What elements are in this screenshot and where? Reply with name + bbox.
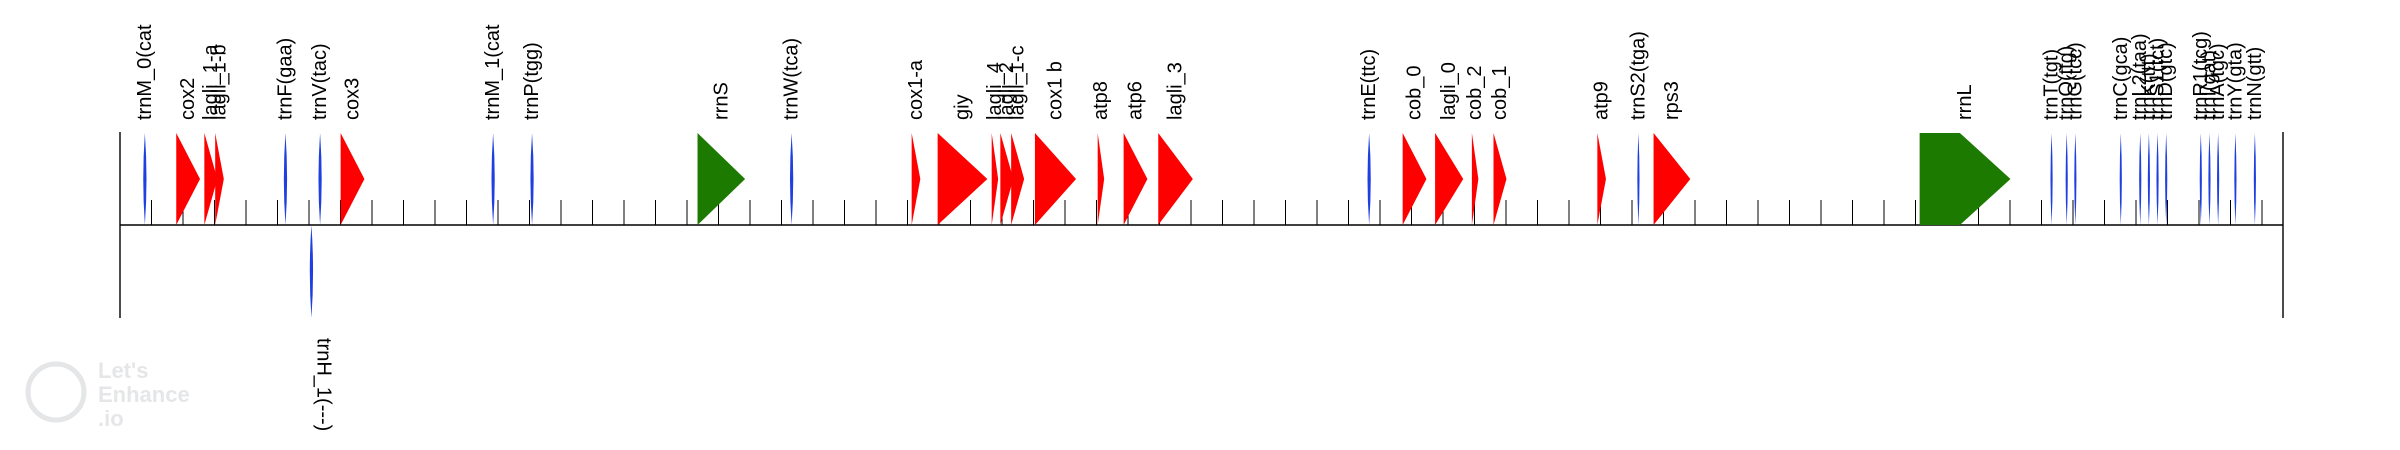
feature-cds-1 bbox=[176, 133, 201, 225]
feature-label-26: atp9 bbox=[1591, 81, 1613, 120]
feature-label-40: trnA(tgc) bbox=[2207, 43, 2229, 120]
feature-label-10: rrnS bbox=[710, 82, 732, 120]
feature-label-37: trnD(gtc) bbox=[2155, 42, 2177, 120]
feature-rrna-10 bbox=[697, 133, 746, 225]
feature-label-12: cox1-a bbox=[905, 59, 927, 120]
feature-label-39: trnI(gat) bbox=[2198, 50, 2220, 120]
feature-cds-18 bbox=[1097, 133, 1105, 225]
feature-label-7: cox3 bbox=[342, 78, 364, 120]
feature-cds-16 bbox=[1011, 133, 1025, 225]
feature-cds-20 bbox=[1158, 133, 1193, 225]
feature-label-36: trnS1(tct) bbox=[2147, 38, 2169, 120]
feature-trna-39 bbox=[2208, 133, 2211, 225]
feature-trna-30 bbox=[2050, 133, 2053, 225]
feature-label-11: trnW(tca) bbox=[781, 38, 803, 120]
feature-trna-35 bbox=[2147, 133, 2150, 225]
feature-cds-7 bbox=[340, 133, 365, 225]
feature-rrna-29 bbox=[1919, 133, 2011, 225]
feature-trna-33 bbox=[2119, 133, 2122, 225]
feature-label-42: trnN(gtt) bbox=[2244, 47, 2266, 120]
feature-label-18: atp8 bbox=[1090, 81, 1112, 120]
feature-label-35: trnK(ttt) bbox=[2138, 53, 2160, 120]
feature-label-21: trnE(ttc) bbox=[1358, 49, 1380, 120]
feature-trna-11 bbox=[789, 133, 794, 225]
watermark-line2: Enhance bbox=[98, 382, 190, 407]
feature-label-20: lagli_3 bbox=[1165, 62, 1187, 120]
feature-cds-12 bbox=[911, 133, 921, 225]
feature-label-31: trnQ(ttg) bbox=[2056, 46, 2078, 120]
feature-label-13: giy bbox=[951, 94, 973, 120]
feature-trna-8 bbox=[491, 133, 495, 225]
feature-cds-25 bbox=[1493, 133, 1507, 225]
feature-label-38: trnR1(tcg) bbox=[2190, 31, 2212, 120]
feature-label-2: lagli_1-a bbox=[200, 44, 222, 120]
feature-label-17: cox1 b bbox=[1044, 61, 1066, 120]
feature-label-1: cox2 bbox=[177, 78, 199, 120]
feature-label-30: trnT(tgt) bbox=[2041, 49, 2063, 120]
feature-label-29: rrnL bbox=[1954, 84, 1976, 120]
feature-label-6: trnV(tac) bbox=[309, 43, 331, 120]
feature-cds-22 bbox=[1402, 133, 1427, 225]
feature-label-16: lagli_1-c bbox=[1007, 46, 1029, 120]
watermark-line1: Let's bbox=[98, 358, 148, 383]
feature-trna-36 bbox=[2156, 133, 2159, 225]
feature-cds-14 bbox=[991, 133, 999, 225]
feature-cds-17 bbox=[1034, 133, 1077, 225]
feature-label-22: cob_0 bbox=[1404, 66, 1426, 121]
feature-label-5: trnH_1(---) bbox=[312, 338, 334, 431]
feature-trna-32 bbox=[2074, 133, 2077, 225]
feature-cds-3 bbox=[215, 133, 224, 225]
feature-trna-34 bbox=[2139, 133, 2142, 225]
feature-cds-24 bbox=[1471, 133, 1479, 225]
feature-label-4: trnF(gaa) bbox=[274, 38, 296, 120]
feature-label-25: cob_1 bbox=[1489, 66, 1511, 121]
feature-cds-23 bbox=[1435, 133, 1464, 225]
feature-track bbox=[143, 133, 2256, 318]
feature-label-9: trnP(tgg) bbox=[521, 42, 543, 120]
feature-cds-13 bbox=[937, 133, 988, 225]
feature-label-8: trnM_1(cat bbox=[482, 24, 504, 120]
feature-label-3: lagli_1-b bbox=[208, 44, 230, 120]
feature-label-15: lagli_2 bbox=[996, 62, 1018, 120]
feature-trna-9 bbox=[530, 133, 534, 225]
feature-trna-0 bbox=[143, 133, 147, 225]
feature-label-19: atp6 bbox=[1125, 81, 1147, 120]
feature-label-0: trnM_0(cat bbox=[134, 24, 156, 120]
feature-trna-38 bbox=[2199, 133, 2202, 225]
feature-label-14: lagli_4 bbox=[984, 62, 1006, 120]
feature-trna-41 bbox=[2234, 133, 2237, 225]
feature-label-32: trnG(tcc) bbox=[2064, 42, 2086, 120]
feature-cds-2 bbox=[204, 133, 218, 225]
feature-label-34: trnL2(taa) bbox=[2129, 33, 2151, 120]
feature-trna-6 bbox=[318, 133, 322, 225]
feature-label-41: trnY(gta) bbox=[2224, 42, 2246, 120]
feature-label-33: trnC(gca) bbox=[2110, 37, 2132, 120]
watermark-line3: .io bbox=[98, 406, 124, 430]
feature-label-27: trnS2(tga) bbox=[1627, 31, 1649, 120]
feature-cds-28 bbox=[1653, 133, 1691, 225]
feature-trna-21 bbox=[1367, 133, 1371, 225]
feature-label-24: cob_2 bbox=[1464, 66, 1486, 121]
feature-trna-4 bbox=[283, 133, 288, 225]
feature-trna-42 bbox=[2253, 133, 2256, 225]
feature-cds-19 bbox=[1123, 133, 1148, 225]
feature-trna-40 bbox=[2217, 133, 2220, 225]
watermark-circle-icon bbox=[25, 361, 87, 423]
feature-trna-27 bbox=[1637, 133, 1640, 225]
feature-trna-31 bbox=[2065, 133, 2068, 225]
feature-trna-5 bbox=[309, 225, 314, 318]
feature-cds-15 bbox=[1000, 133, 1014, 225]
feature-label-23: lagli_0 bbox=[1438, 62, 1460, 120]
feature-trna-37 bbox=[2165, 133, 2168, 225]
watermark-logo: Let's Enhance .io bbox=[25, 358, 190, 430]
feature-label-28: rps3 bbox=[1661, 81, 1683, 120]
feature-cds-26 bbox=[1597, 133, 1606, 225]
